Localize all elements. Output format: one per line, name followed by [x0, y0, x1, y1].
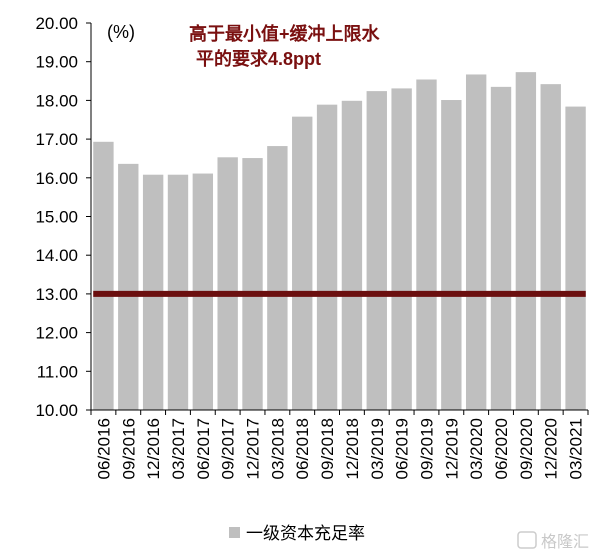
y-axis: 10.00 11.00 12.00 13.00 14.00 15.00 16.00 17.00… [35, 14, 92, 420]
x-tick-label: 06/2019 [393, 418, 412, 479]
x-tick-label: 12/2020 [542, 418, 561, 479]
x-tick-label: 09/2018 [318, 418, 337, 479]
watermark-text: 格隆汇 [541, 533, 589, 551]
bar [242, 158, 263, 410]
y-tick-label: 16.00 [35, 169, 78, 188]
annotation-line-1: 高于最小值+缓冲上限水 [189, 23, 381, 44]
y-tick-label: 19.00 [35, 53, 78, 72]
x-tick-label: 12/2019 [442, 418, 461, 479]
y-tick-label: 15.00 [35, 208, 78, 227]
x-tick-label: 06/2016 [94, 418, 113, 479]
x-tick-label: 12/2018 [343, 418, 362, 479]
bar [540, 84, 561, 410]
x-tick-label: 12/2016 [144, 418, 163, 479]
bar [416, 79, 437, 410]
y-tick-label: 12.00 [35, 324, 78, 343]
y-tick-label: 17.00 [35, 130, 78, 149]
x-tick-label: 09/2020 [517, 418, 536, 479]
y-tick-label: 20.00 [35, 14, 78, 33]
y-tick-label: 11.00 [37, 362, 78, 381]
bar [316, 104, 338, 411]
annotation-line-2: 平的要求4.8ppt [196, 48, 321, 69]
legend: 一级资本充足率 [229, 524, 365, 543]
x-tick-label: 03/2017 [169, 418, 188, 479]
bar [515, 72, 537, 411]
bar [118, 163, 139, 410]
bars [93, 72, 586, 411]
x-tick-label: 06/2018 [293, 418, 312, 479]
x-tick-label: 06/2017 [194, 418, 213, 479]
x-tick-label: 03/2018 [268, 418, 287, 479]
bar [292, 116, 313, 411]
y-tick-label: 13.00 [35, 285, 78, 304]
legend-label: 一级资本充足率 [246, 524, 365, 543]
watermark: 格隆汇 [517, 531, 589, 551]
bar [217, 157, 238, 410]
unit-label: (%) [107, 22, 135, 42]
y-tick-label: 10.00 [35, 401, 78, 420]
x-tick-label: 03/2019 [368, 418, 387, 479]
bar [93, 141, 114, 410]
watermark-logo-icon [517, 531, 537, 549]
x-tick-label: 09/2019 [417, 418, 436, 479]
x-axis: 06/2016 09/2016 12/2016 03/2017 06/2017 09/20… [90, 409, 589, 479]
x-tick-label: 12/2017 [244, 418, 263, 479]
bar [565, 106, 586, 410]
y-tick-label: 18.00 [35, 91, 78, 110]
bar [441, 100, 462, 410]
x-tick-label: 06/2020 [492, 418, 511, 479]
x-tick-label: 03/2021 [567, 418, 586, 479]
y-tick-label: 14.00 [35, 246, 78, 265]
legend-swatch [229, 527, 240, 538]
x-tick-label: 03/2020 [467, 418, 486, 479]
bar [341, 100, 363, 411]
x-tick-label: 09/2016 [119, 418, 138, 479]
bar [465, 74, 487, 410]
bar [490, 86, 512, 410]
bar [366, 91, 387, 410]
bar [391, 88, 412, 410]
x-tick-label: 09/2017 [219, 418, 238, 479]
bar [267, 146, 288, 411]
